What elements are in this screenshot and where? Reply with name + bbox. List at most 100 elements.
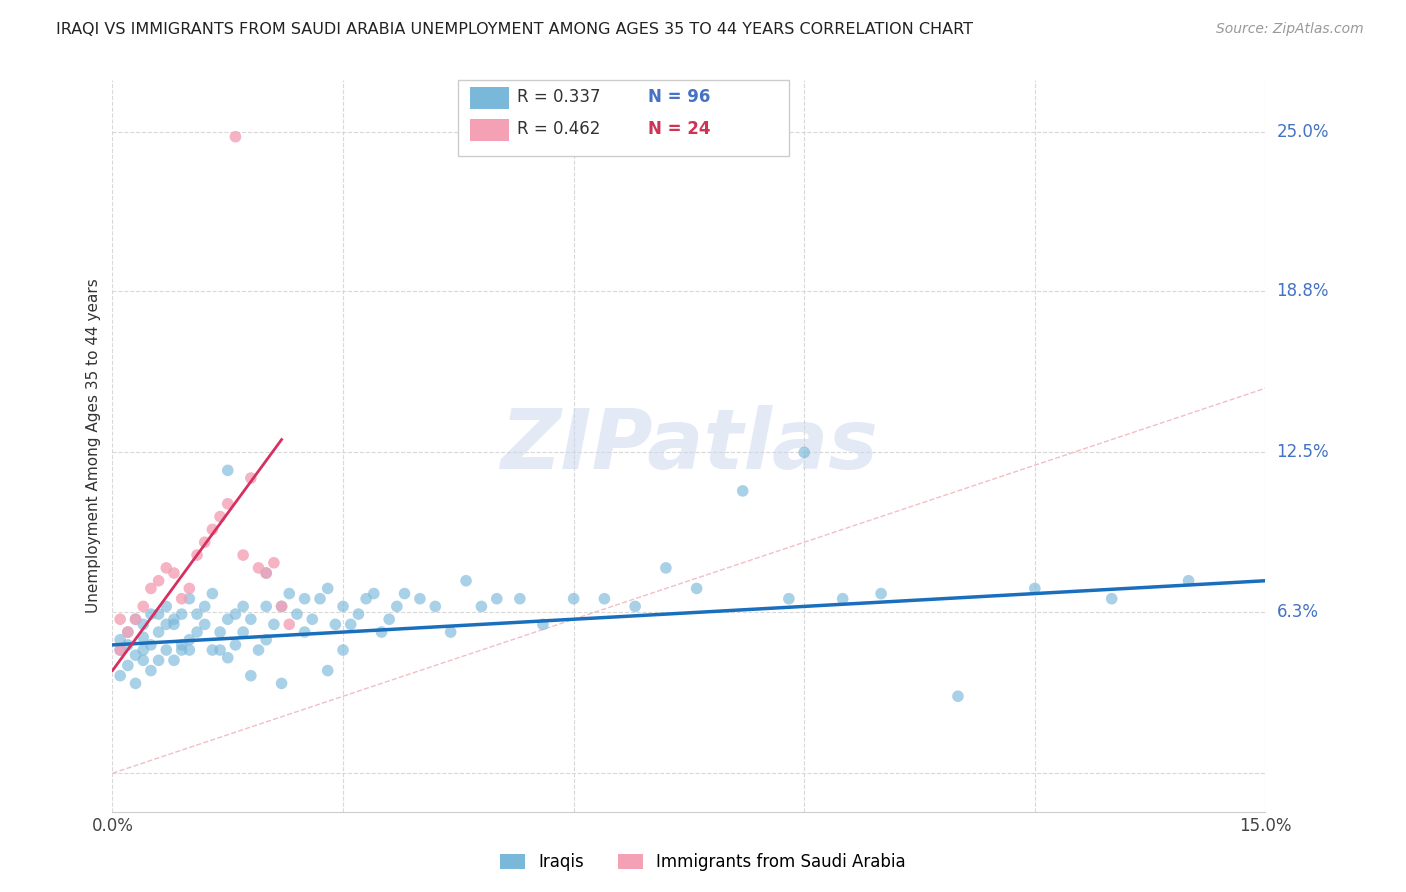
Point <box>194 535 217 549</box>
Point <box>155 599 177 614</box>
Point <box>148 625 170 640</box>
Point <box>332 599 354 614</box>
Point <box>363 586 385 600</box>
Point <box>148 607 170 621</box>
Point <box>370 625 392 640</box>
Point <box>285 607 308 621</box>
Point <box>155 561 177 575</box>
Point <box>179 643 201 657</box>
Point <box>217 612 239 626</box>
Point <box>139 638 162 652</box>
Point <box>124 648 146 662</box>
Point <box>254 632 277 647</box>
Point <box>148 574 170 588</box>
Point <box>209 509 232 524</box>
Point <box>186 625 208 640</box>
Point <box>186 548 208 562</box>
Point <box>132 630 155 644</box>
Point <box>163 566 186 580</box>
Point <box>270 599 292 614</box>
Text: 12.5%: 12.5% <box>1277 443 1329 461</box>
Text: IRAQI VS IMMIGRANTS FROM SAUDI ARABIA UNEMPLOYMENT AMONG AGES 35 TO 44 YEARS COR: IRAQI VS IMMIGRANTS FROM SAUDI ARABIA UN… <box>56 22 973 37</box>
Point <box>217 650 239 665</box>
Point <box>132 599 155 614</box>
Point <box>209 625 232 640</box>
Point <box>485 591 508 606</box>
Point <box>278 586 301 600</box>
Text: R = 0.337: R = 0.337 <box>517 88 600 106</box>
Point <box>247 561 270 575</box>
Legend: Iraqis, Immigrants from Saudi Arabia: Iraqis, Immigrants from Saudi Arabia <box>492 845 914 880</box>
Point <box>409 591 432 606</box>
Point <box>316 664 339 678</box>
Point <box>270 599 292 614</box>
Point <box>354 591 377 606</box>
Point <box>1177 574 1199 588</box>
Point <box>132 643 155 657</box>
Point <box>278 617 301 632</box>
Point <box>224 129 246 144</box>
Point <box>624 599 647 614</box>
Point <box>531 617 554 632</box>
Text: 25.0%: 25.0% <box>1277 122 1329 141</box>
Point <box>179 632 201 647</box>
Point <box>232 625 254 640</box>
Point <box>132 617 155 632</box>
Point <box>685 582 707 596</box>
Point <box>562 591 585 606</box>
Point <box>1101 591 1123 606</box>
Point <box>509 591 531 606</box>
Point <box>170 638 193 652</box>
Point <box>108 643 131 657</box>
Point <box>139 664 162 678</box>
Point <box>347 607 370 621</box>
Point <box>831 591 853 606</box>
Point <box>163 612 186 626</box>
Text: 18.8%: 18.8% <box>1277 282 1329 300</box>
Point <box>201 643 224 657</box>
Point <box>731 483 754 498</box>
Point <box>117 658 139 673</box>
Point <box>946 690 969 704</box>
Point <box>155 643 177 657</box>
Text: Source: ZipAtlas.com: Source: ZipAtlas.com <box>1216 22 1364 37</box>
Point <box>108 612 131 626</box>
Point <box>217 497 239 511</box>
Point <box>332 643 354 657</box>
Point <box>239 471 262 485</box>
Point <box>108 632 131 647</box>
Text: ZIPatlas: ZIPatlas <box>501 406 877 486</box>
Point <box>201 523 224 537</box>
Point <box>270 676 292 690</box>
Point <box>793 445 815 459</box>
Point <box>124 612 146 626</box>
Point <box>254 566 277 580</box>
Point <box>117 625 139 640</box>
Point <box>239 669 262 683</box>
Point <box>217 463 239 477</box>
Point <box>163 653 186 667</box>
Point <box>294 625 316 640</box>
Point <box>247 643 270 657</box>
Point <box>378 612 401 626</box>
Point <box>170 607 193 621</box>
Point <box>385 599 408 614</box>
Point <box>201 586 224 600</box>
Point <box>1024 582 1046 596</box>
Point <box>254 566 277 580</box>
Point <box>394 586 416 600</box>
Point <box>454 574 477 588</box>
Point <box>254 599 277 614</box>
Point <box>155 617 177 632</box>
Point <box>224 607 246 621</box>
Point <box>339 617 361 632</box>
Point <box>325 617 347 632</box>
Point <box>263 617 285 632</box>
Point <box>294 591 316 606</box>
Point <box>194 599 217 614</box>
Point <box>108 669 131 683</box>
Point <box>139 607 162 621</box>
Point <box>209 643 232 657</box>
Text: R = 0.462: R = 0.462 <box>517 120 600 138</box>
Point <box>593 591 616 606</box>
